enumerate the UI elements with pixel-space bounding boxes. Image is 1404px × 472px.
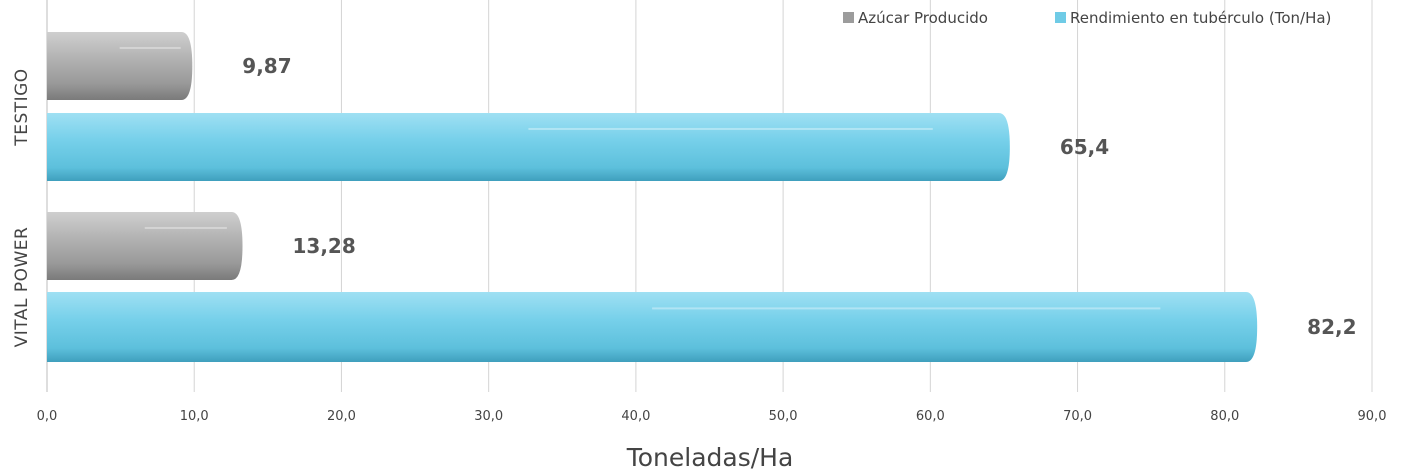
bar-rendimiento-testigo: [47, 113, 1010, 181]
bar-highlight: [144, 226, 227, 229]
bar-highlight: [119, 46, 181, 49]
legend: Azúcar Producido Rendimiento en tubércul…: [843, 9, 1331, 27]
category-label: VITAL POWER: [12, 227, 32, 348]
bar-highlight: [528, 127, 933, 130]
x-tick-label: 50,0: [769, 409, 798, 424]
x-tick-label: 40,0: [621, 409, 650, 424]
x-tick-label: 0,0: [37, 409, 58, 424]
data-label: 9,87: [242, 54, 291, 78]
bars: [47, 32, 1258, 362]
x-tick-label: 60,0: [916, 409, 945, 424]
legend-label-rendimiento: Rendimiento en tubérculo (Ton/Ha): [1070, 9, 1331, 27]
x-tick-label: 30,0: [474, 409, 503, 424]
category-label: TESTIGO: [12, 68, 32, 146]
x-tick-label: 80,0: [1210, 409, 1239, 424]
legend-swatch-rendimiento: [1055, 12, 1066, 23]
data-label: 65,4: [1060, 135, 1109, 159]
legend-swatch-azucar: [843, 12, 854, 23]
x-tick-label: 10,0: [180, 409, 209, 424]
bar-azucar-vital-power: [47, 212, 243, 280]
bar-highlight: [652, 307, 1161, 310]
x-tick-label: 70,0: [1063, 409, 1092, 424]
data-label: 13,28: [293, 234, 356, 258]
x-axis-title: Toneladas/Ha: [626, 443, 794, 472]
data-label: 82,2: [1307, 315, 1356, 339]
legend-label-azucar: Azúcar Producido: [858, 9, 988, 27]
bar-azucar-testigo: [47, 32, 193, 100]
x-tick-label: 90,0: [1358, 409, 1387, 424]
x-tick-labels: 0,0 10,0 20,0 30,0 40,0 50,0 60,0 70,0 80,0 90,0: [37, 409, 1387, 424]
bar-rendimiento-vital-power: [47, 292, 1258, 362]
category-labels: TESTIGO VITAL POWER: [12, 68, 32, 347]
data-labels: 9,87 65,4 13,28 82,2: [242, 54, 1356, 339]
x-tick-label: 20,0: [327, 409, 356, 424]
